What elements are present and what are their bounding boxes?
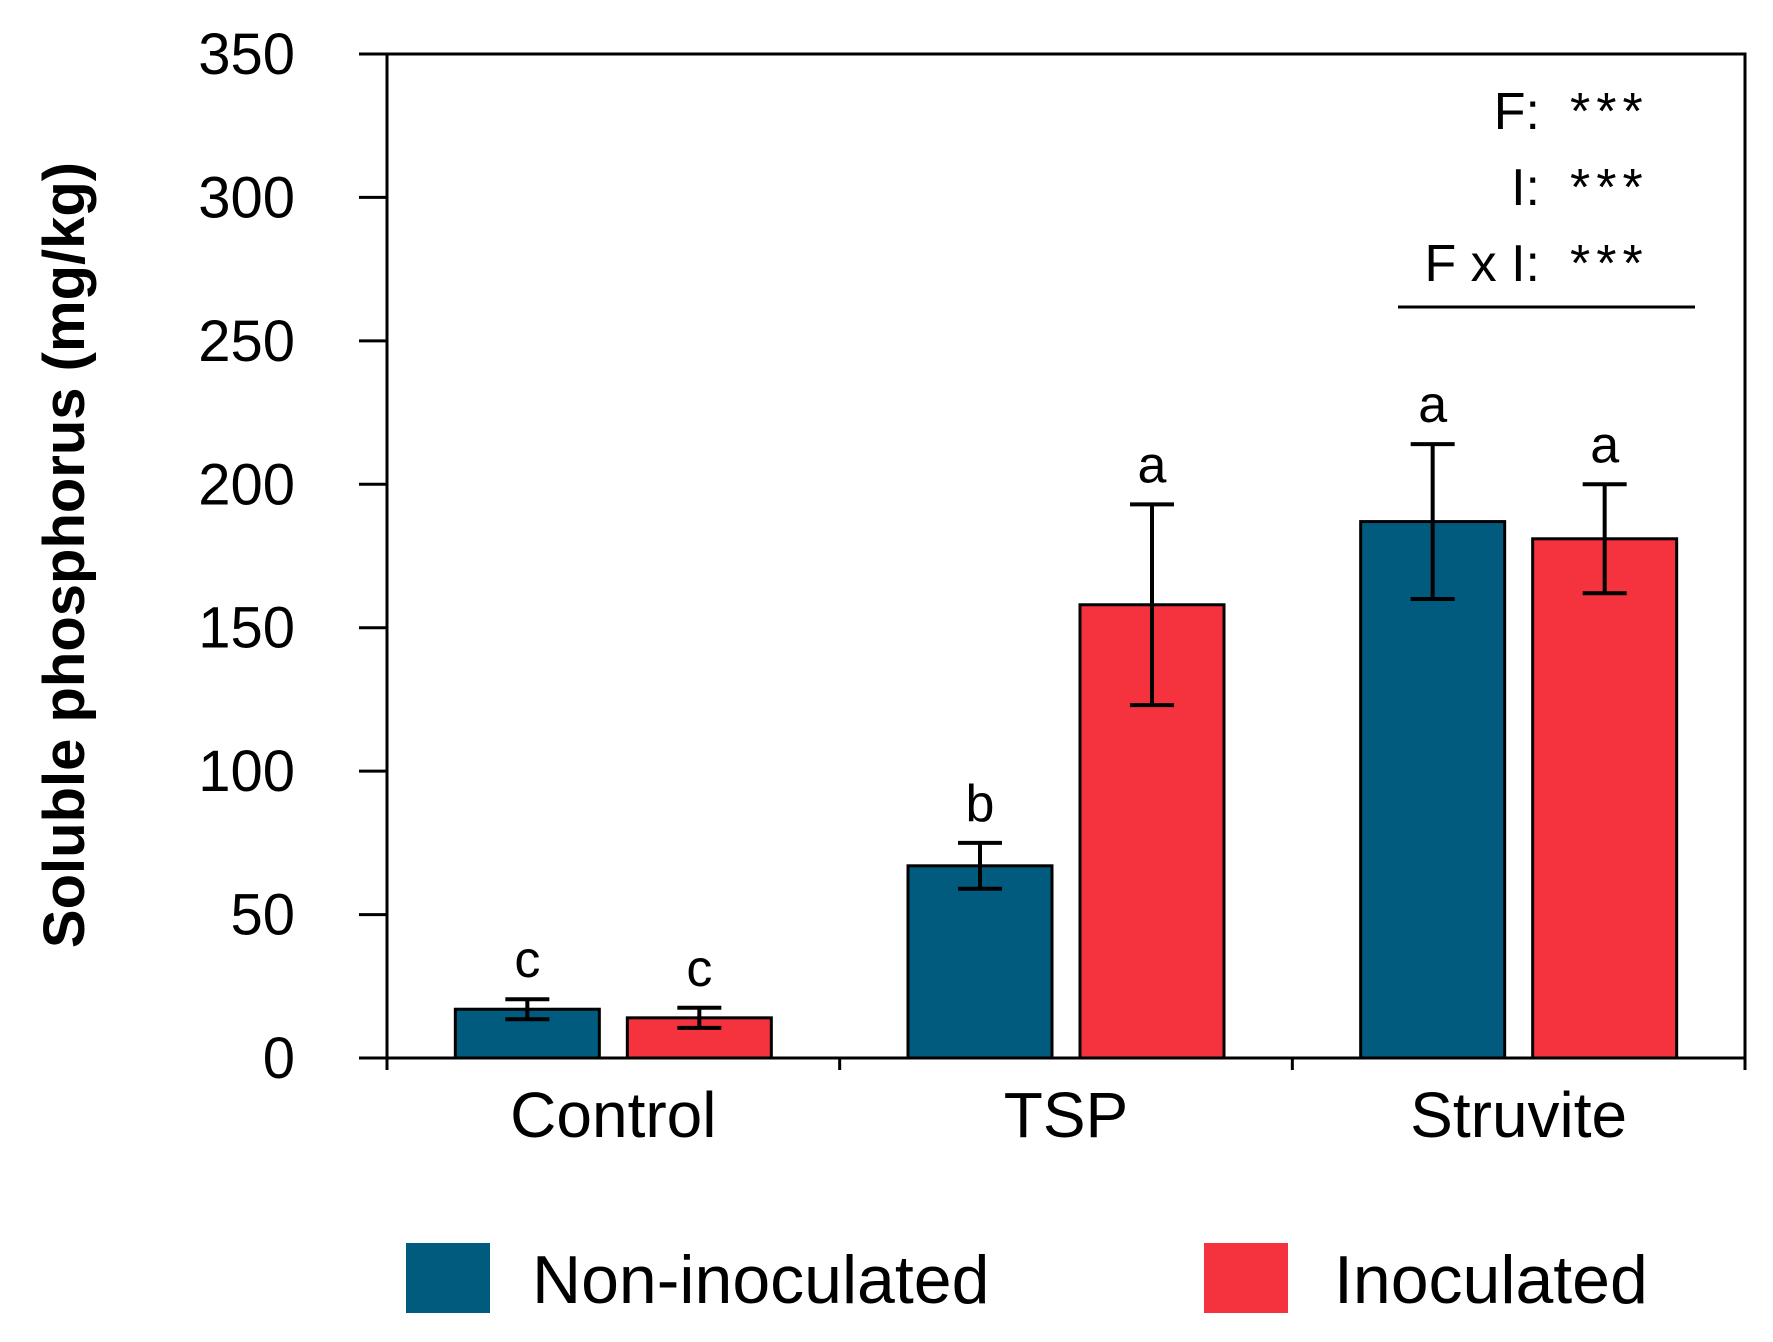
bar-inoculated-struvite bbox=[1531, 537, 1679, 1060]
x-axis: Control TSP Struvite bbox=[385, 1058, 1747, 1151]
bar-non-inoculated-struvite bbox=[1359, 520, 1507, 1060]
x-tick-label: Struvite bbox=[1410, 1079, 1627, 1151]
significance-annotation: F: *** I: *** F x I: *** bbox=[1398, 83, 1695, 309]
y-tick-label: 300 bbox=[198, 165, 295, 230]
significance-letter: c bbox=[686, 940, 712, 998]
annotation-label-f: F: bbox=[1494, 83, 1540, 141]
annotation-value-i: *** bbox=[1570, 159, 1649, 217]
y-axis-label: Soluble phosphorus (mg/kg) bbox=[32, 162, 97, 948]
legend-label-inoculated: Inoculated bbox=[1334, 1242, 1648, 1318]
y-tick-label: 200 bbox=[198, 452, 295, 517]
bars bbox=[453, 520, 1679, 1060]
significance-letter: b bbox=[966, 775, 995, 833]
y-tick-label: 150 bbox=[198, 596, 295, 661]
annotation-value-fxi: *** bbox=[1570, 235, 1649, 293]
bar-non-inoculated-tsp bbox=[906, 864, 1054, 1060]
annotation-label-i: I: bbox=[1511, 159, 1540, 217]
legend-swatch-inoculated bbox=[1204, 1243, 1288, 1313]
y-tick-label: 100 bbox=[198, 739, 295, 804]
x-tick-label: Control bbox=[510, 1079, 716, 1151]
y-axis: 0 50 100 150 200 250 300 350 bbox=[198, 22, 387, 1091]
significance-letter: a bbox=[1590, 416, 1619, 474]
legend-label-non-inoculated: Non-inoculated bbox=[532, 1242, 989, 1318]
significance-letter: a bbox=[1418, 376, 1447, 434]
error-bars bbox=[505, 442, 1627, 1030]
significance-letters: c b a c a a bbox=[514, 376, 1619, 998]
legend: Non-inoculated Inoculated bbox=[406, 1242, 1648, 1318]
y-tick-label: 50 bbox=[230, 883, 295, 948]
significance-letter: c bbox=[514, 931, 540, 989]
y-tick-label: 350 bbox=[198, 22, 295, 87]
annotation-label-fxi: F x I: bbox=[1424, 235, 1540, 293]
x-tick-label: TSP bbox=[1004, 1079, 1128, 1151]
y-tick-label: 250 bbox=[198, 309, 295, 374]
y-tick-label: 0 bbox=[263, 1026, 295, 1091]
plot-frame bbox=[385, 52, 1747, 1060]
annotation-value-f: *** bbox=[1570, 83, 1649, 141]
legend-swatch-non-inoculated bbox=[406, 1243, 490, 1313]
significance-letter: a bbox=[1138, 436, 1167, 494]
